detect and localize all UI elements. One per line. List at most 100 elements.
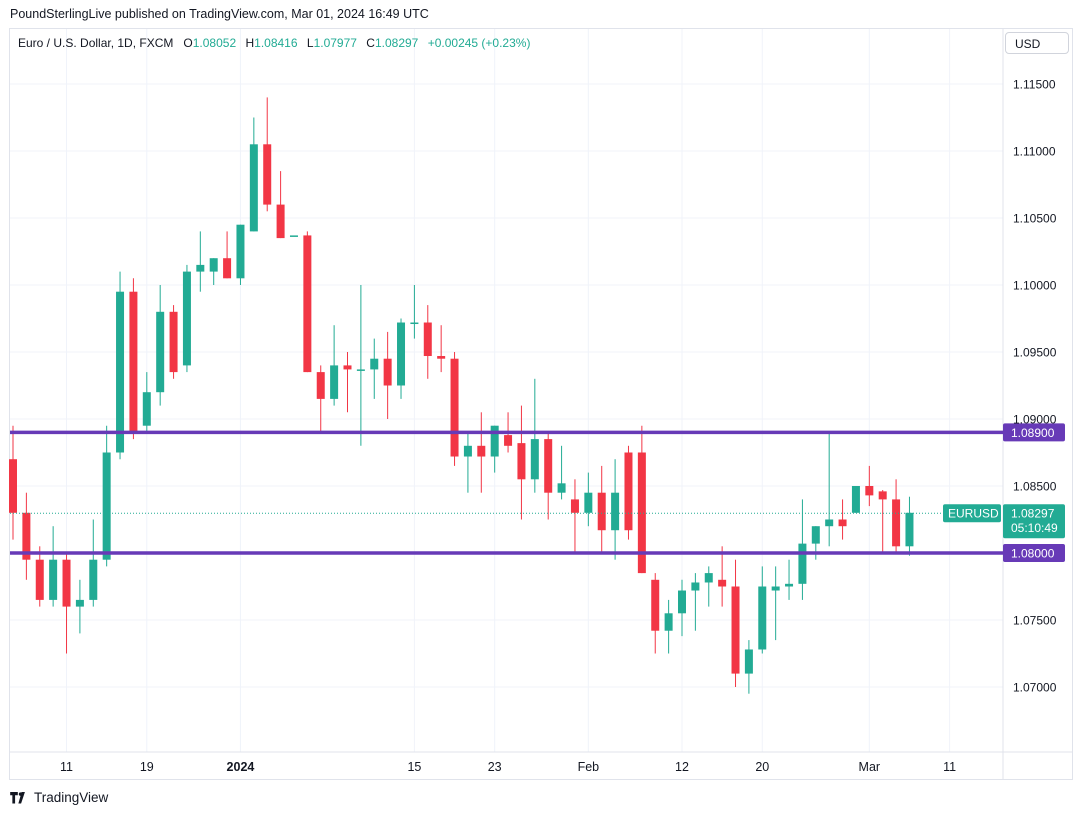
candle-up bbox=[825, 519, 834, 527]
candle-down bbox=[343, 365, 352, 370]
y-tick-label: 1.10000 bbox=[1013, 279, 1057, 293]
candle-up bbox=[798, 543, 807, 584]
candle-up bbox=[116, 291, 125, 453]
candle-down bbox=[9, 459, 17, 513]
candle-down bbox=[731, 586, 740, 674]
close-value: 1.08297 bbox=[374, 36, 419, 50]
y-tick-label: 1.07500 bbox=[1013, 614, 1057, 628]
candle-up bbox=[89, 559, 98, 600]
level-price-label: 1.08900 bbox=[1011, 426, 1055, 440]
candle-up bbox=[209, 258, 218, 272]
low-label: L bbox=[306, 36, 314, 50]
candle-up bbox=[75, 599, 84, 607]
currency-button[interactable]: USD bbox=[1005, 32, 1069, 54]
candle-up bbox=[196, 264, 205, 272]
candle-up bbox=[771, 586, 780, 591]
last-price-tag bbox=[1003, 504, 1065, 539]
candle-up bbox=[397, 322, 406, 386]
low-value: 1.07977 bbox=[313, 36, 357, 50]
y-tick-label: 1.09000 bbox=[1013, 413, 1057, 427]
y-tick-label: 1.11000 bbox=[1013, 145, 1056, 159]
candle-up bbox=[156, 311, 165, 393]
candle-down bbox=[383, 358, 392, 386]
candle-down bbox=[865, 486, 874, 496]
candle-up bbox=[785, 583, 794, 587]
candle-down bbox=[517, 443, 526, 480]
ohlc-legend: Euro / U.S. Dollar, 1D, FXCM O1.08052 H1… bbox=[18, 36, 536, 50]
candle-up bbox=[664, 613, 673, 631]
x-tick-label: 20 bbox=[755, 760, 769, 774]
candle-down bbox=[597, 492, 606, 531]
candle-up bbox=[611, 492, 620, 531]
candle-down bbox=[892, 499, 901, 547]
candle-up bbox=[811, 526, 820, 544]
candle-down bbox=[570, 499, 579, 513]
last-price-label: 1.08297 bbox=[1011, 507, 1055, 521]
candle-up bbox=[410, 322, 419, 325]
symbol-tag bbox=[943, 504, 1001, 523]
x-tick-label: 2024 bbox=[227, 760, 255, 774]
symbol-tag-label: EURUSD bbox=[948, 507, 999, 521]
y-tick-label: 1.09500 bbox=[1013, 346, 1057, 360]
candle-up bbox=[557, 483, 566, 493]
candle-down bbox=[62, 559, 71, 607]
y-tick-label: 1.10500 bbox=[1013, 212, 1057, 226]
candle-up bbox=[102, 452, 111, 560]
candle-down bbox=[263, 144, 272, 205]
candle-up bbox=[530, 439, 539, 480]
candle-up bbox=[704, 573, 713, 583]
candle-up bbox=[584, 492, 593, 513]
level-price-tag bbox=[1003, 423, 1065, 442]
candle-up bbox=[744, 649, 753, 674]
x-tick-label: 19 bbox=[140, 760, 154, 774]
candle-down bbox=[878, 491, 887, 500]
candle-down bbox=[450, 358, 459, 457]
tradingview-footer[interactable]: TradingView bbox=[10, 790, 108, 805]
candle-down bbox=[35, 559, 44, 600]
level-price-tag bbox=[1003, 544, 1065, 562]
change-value: +0.00245 (+0.23%) bbox=[427, 36, 531, 50]
x-tick-label: 12 bbox=[675, 760, 689, 774]
x-tick-label: Mar bbox=[859, 760, 881, 774]
candle-down bbox=[22, 512, 31, 560]
candle-up bbox=[905, 512, 914, 547]
countdown-label: 05:10:49 bbox=[1011, 521, 1058, 535]
high-value: 1.08416 bbox=[254, 36, 298, 50]
candle-up bbox=[289, 235, 298, 237]
candle-up bbox=[49, 559, 58, 600]
symbol-title: Euro / U.S. Dollar, 1D, FXCM bbox=[18, 36, 174, 50]
close-label: C bbox=[366, 36, 375, 50]
candle-down bbox=[838, 519, 847, 527]
y-tick-label: 1.08500 bbox=[1013, 480, 1057, 494]
candle-up bbox=[249, 144, 258, 232]
candle-up bbox=[678, 590, 686, 614]
candle-down bbox=[637, 452, 646, 574]
candle-down bbox=[718, 579, 727, 587]
tradingview-logo-icon bbox=[10, 791, 25, 803]
candle-down bbox=[477, 445, 486, 457]
candle-down bbox=[276, 204, 285, 239]
candle-up bbox=[236, 224, 245, 279]
candle-down bbox=[423, 322, 432, 357]
candle-up bbox=[463, 445, 472, 457]
candle-down bbox=[129, 291, 138, 433]
open-label: O bbox=[183, 36, 193, 50]
candle-down bbox=[169, 311, 178, 373]
candle-up bbox=[370, 358, 379, 370]
candle-down bbox=[544, 439, 553, 493]
candle-down bbox=[223, 258, 232, 279]
candle-up bbox=[330, 365, 339, 399]
high-label: H bbox=[245, 36, 255, 50]
footer-brand: TradingView bbox=[34, 790, 109, 805]
candle-down bbox=[437, 356, 446, 359]
open-value: 1.08052 bbox=[192, 36, 237, 50]
candle-down bbox=[316, 372, 325, 399]
x-tick-label: 23 bbox=[488, 760, 502, 774]
candle-up bbox=[691, 582, 700, 591]
y-tick-label: 1.11500 bbox=[1013, 78, 1056, 92]
level-price-label: 1.08000 bbox=[1011, 547, 1055, 561]
x-tick-label: 11 bbox=[943, 760, 956, 774]
candle-up bbox=[490, 425, 499, 457]
candle-down bbox=[624, 452, 633, 531]
